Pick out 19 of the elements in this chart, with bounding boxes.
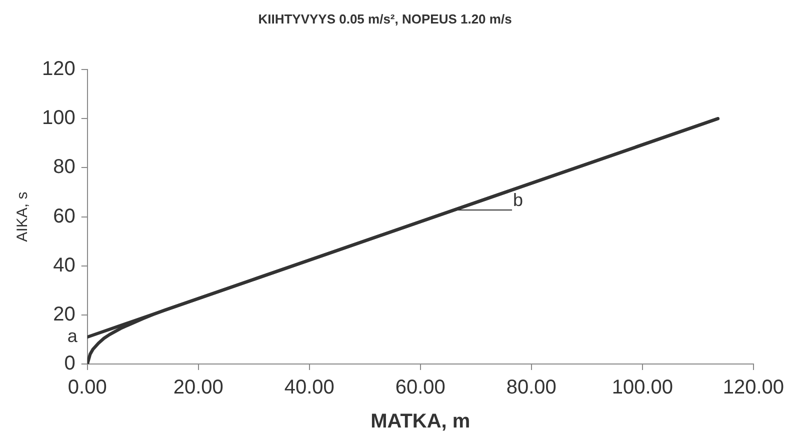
x-tick-label: 20.00 bbox=[173, 376, 224, 399]
legend-label: b bbox=[513, 190, 524, 210]
y-tick-label: 80 bbox=[53, 156, 76, 178]
y-tick-label: 60 bbox=[53, 205, 76, 228]
x-tick-label: 60.00 bbox=[395, 376, 446, 399]
x-tick-label: 80.00 bbox=[506, 376, 556, 399]
annotation: a bbox=[67, 326, 78, 346]
y-tick-label: 0 bbox=[64, 352, 76, 375]
x-tick-label: 40.00 bbox=[284, 376, 334, 399]
y-tick-label: 40 bbox=[53, 254, 76, 276]
x-axis-title: MATKA, m bbox=[370, 410, 470, 433]
x-tick-label: 120.00 bbox=[722, 376, 784, 399]
x-tick-label: 0.00 bbox=[68, 376, 107, 399]
y-tick-label: 120 bbox=[42, 58, 76, 80]
x-tick-label: 100.00 bbox=[612, 376, 673, 399]
y-tick-label: 100 bbox=[42, 107, 76, 130]
y-tick-label: 20 bbox=[53, 303, 76, 326]
y-axis-title: AIKA, s bbox=[14, 192, 32, 242]
chart-title: KIIHTYVYYS 0.05 m/s², NOPEUS 1.20 m/s bbox=[258, 11, 512, 26]
